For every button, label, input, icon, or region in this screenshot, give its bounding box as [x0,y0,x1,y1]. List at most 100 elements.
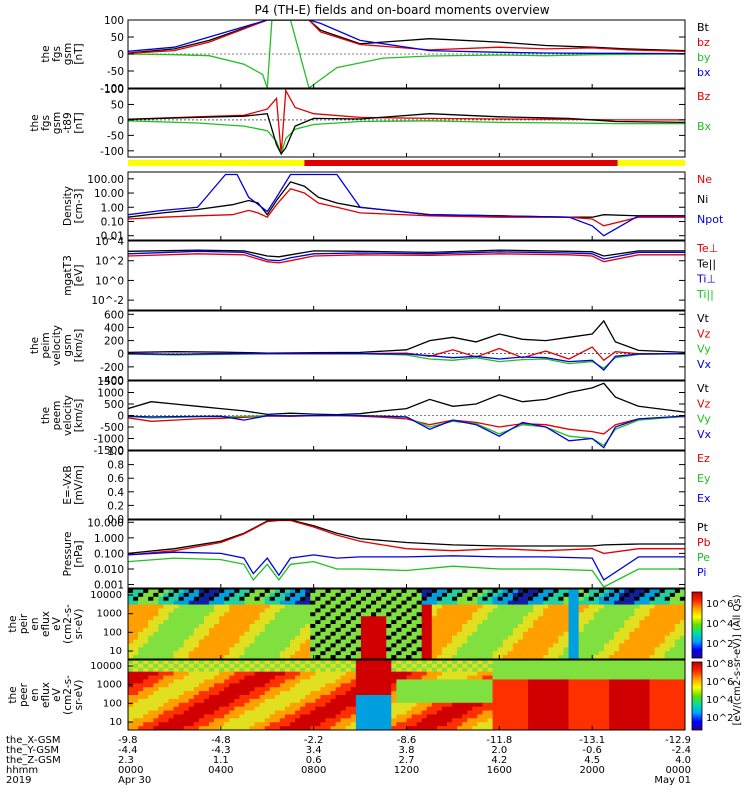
heatmap-cell [583,706,590,711]
legend-entry: Vy [697,413,711,426]
heatmap-cell [421,706,428,711]
heatmap-cell [203,616,210,621]
heatmap-cell [457,691,463,696]
heatmap-cell [355,616,362,621]
heatmap-cell [573,592,580,598]
heatmap-cell [416,651,423,656]
heatmap-cell [203,643,210,648]
heatmap-cell [133,660,139,665]
heatmap-cell [209,592,215,598]
heatmap-cell [553,726,559,731]
heatmap-cell [583,624,590,629]
heatmap-cell [371,596,377,602]
heatmap-cell [568,710,574,715]
heatmap-cell [249,643,255,648]
heatmap-cell [421,679,428,684]
heatmap-cell [320,620,326,625]
heatmap-cell [203,706,210,711]
heatmap-cell [624,612,630,617]
heatmap-cell [224,616,230,621]
heatmap-cell [568,643,574,648]
heatmap-cell [553,695,559,700]
heatmap-cell [659,624,666,629]
heatmap-cell [239,612,245,617]
heatmap-cell [624,679,630,684]
heatmap-cell [614,695,620,700]
heatmap-cell [295,671,301,676]
heatmap-cell [376,624,382,629]
heatmap-cell [376,608,382,613]
heatmap-cell [426,600,433,605]
heatmap-cell [583,714,590,719]
heatmap-cell [543,616,549,621]
heatmap-cell [598,695,605,700]
heatmap-cell [178,651,185,656]
heatmap-cell [345,714,352,719]
heatmap-cell [153,726,159,731]
heatmap-cell [457,671,463,676]
heatmap-cell [431,691,438,696]
heatmap-cell [229,718,235,723]
heatmap-cell [214,687,220,692]
heatmap-cell [320,624,326,629]
heatmap-cell [224,631,230,637]
series-line-pb [128,520,685,556]
heatmap-cell [421,651,428,656]
heatmap-cell [634,643,640,648]
heatmap-cell [365,679,372,684]
heatmap-cell [371,616,377,621]
heatmap-cell [183,592,190,598]
heatmap-cell [295,616,301,621]
x-axis-value: -13.1 [579,735,605,746]
heatmap-cell [274,604,281,609]
heatmap-cell [188,616,195,621]
series-line-vx [128,414,685,449]
heatmap-cell [138,647,144,652]
heatmap-cell [269,596,276,602]
heatmap-cell [619,683,625,688]
heatmap-cell [290,726,296,731]
heatmap-cell [477,596,483,602]
heatmap-cell [553,655,559,660]
heatmap-cell [396,608,402,613]
heatmap-cell [598,702,605,708]
heatmap-cell [634,698,640,704]
heatmap-cell [284,691,291,696]
y-axis-label-line: eflux [40,682,52,708]
heatmap-cell [593,643,600,648]
heatmap-cell [396,624,402,629]
heatmap-cell [158,714,164,719]
heatmap-cell [416,726,423,731]
heatmap-cell [396,671,402,676]
heatmap-cell [603,706,610,711]
heatmap-cell [609,620,615,625]
heatmap-cell [624,589,630,594]
heatmap-cell [254,600,261,605]
heatmap-cell [679,631,686,637]
heatmap-cell [649,655,656,660]
heatmap-cell [138,660,144,665]
heatmap-cell [482,702,488,708]
heatmap-cell [411,616,418,621]
heatmap-cell [598,718,605,723]
heatmap-cell [669,702,676,708]
heatmap-cell [320,706,326,711]
heatmap-cell [239,691,245,696]
heatmap-cell [244,639,250,644]
heatmap-cell [487,667,493,673]
heatmap-cell [593,726,600,731]
heatmap-cell [401,612,407,617]
heatmap-cell [497,679,504,684]
heatmap-cell [274,714,281,719]
heatmap-cell [578,639,585,644]
heatmap-cell [441,698,448,704]
heatmap-cell [568,631,574,637]
heatmap-cell [259,635,266,640]
heatmap-cell [467,687,473,692]
heatmap-cell [396,714,402,719]
heatmap-cell [664,698,671,704]
y-axis-label: the peem velocity [km/s] [40,395,85,436]
heatmap-cell [431,710,438,715]
heatmap-cell [452,702,458,708]
